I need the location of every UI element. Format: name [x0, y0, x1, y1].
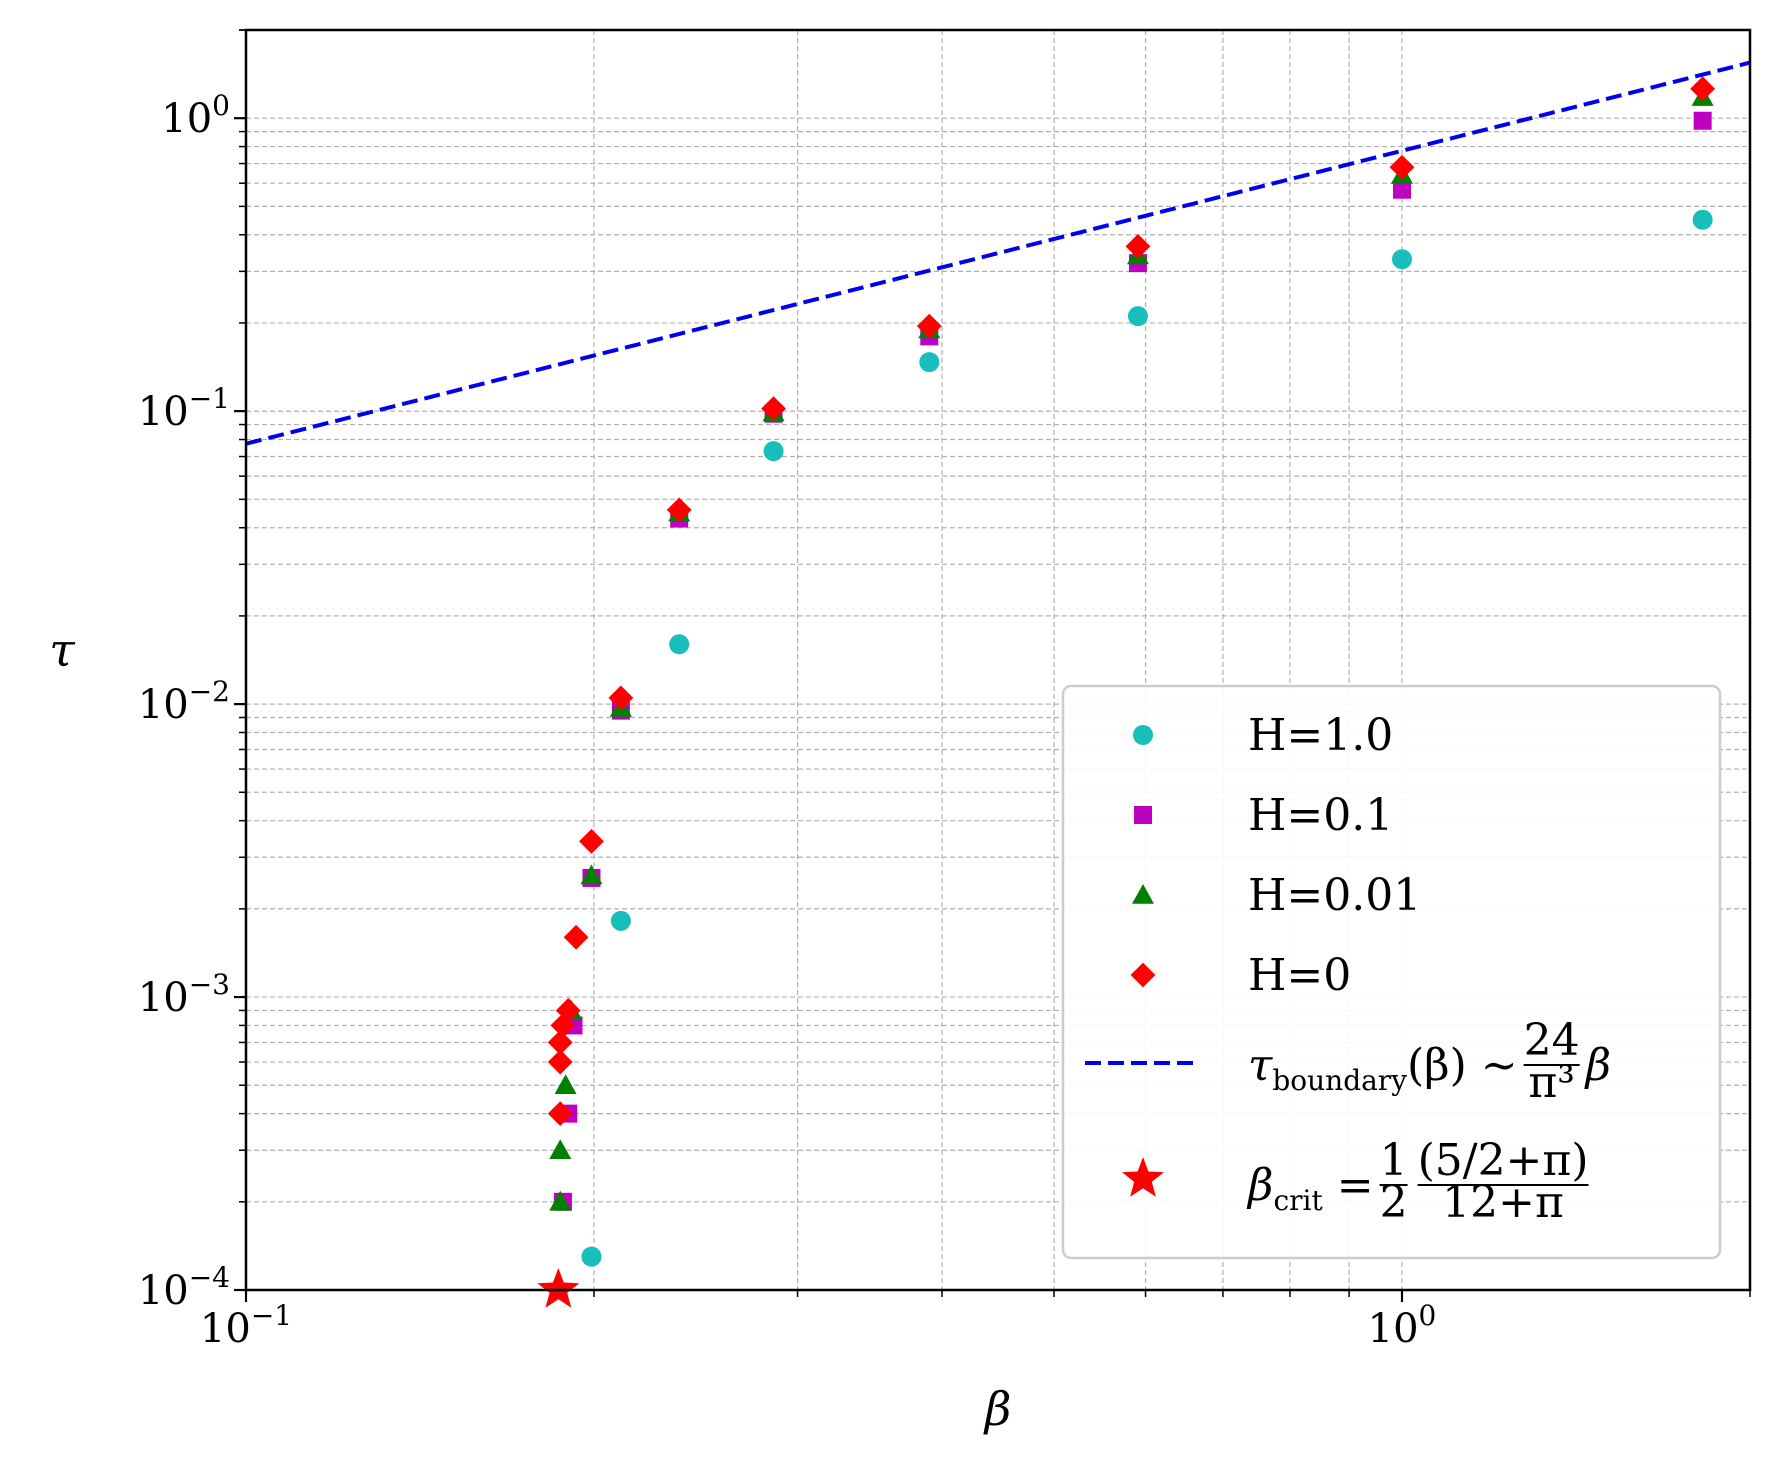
y-tick-label: 10−4	[138, 1261, 230, 1314]
point-h-0	[579, 828, 604, 854]
legend-label-formula: τboundary(β) ∼	[1248, 1040, 1518, 1097]
legend-label-formula: βcrit =	[1246, 1160, 1374, 1217]
point-h-0	[666, 497, 692, 523]
legend-marker-star	[1122, 1157, 1164, 1197]
beta-crit-star	[537, 1268, 580, 1308]
y-tick-label: 100	[161, 89, 230, 142]
point-h-0	[1690, 76, 1716, 102]
plot-frame	[244, 28, 1752, 1292]
legend-label: H=0	[1248, 950, 1351, 1001]
point-h-0	[563, 924, 589, 950]
legend-label: H=0.1	[1248, 790, 1393, 841]
point-h-0	[547, 1101, 573, 1127]
point-h-0	[555, 998, 581, 1023]
boundary-line-layer	[245, 60, 1751, 446]
legend-frac-num: 24	[1524, 1015, 1580, 1066]
y-tick-label: 10−1	[138, 382, 230, 435]
point-h-0-1	[1393, 180, 1412, 199]
point-h-0-1	[1693, 111, 1712, 130]
x-tick-label: 10−1	[200, 1299, 292, 1352]
point-h-0-01	[549, 1139, 572, 1160]
markers-layer	[537, 76, 1716, 1308]
point-h-1-0	[1127, 306, 1148, 327]
y-axis-label: τ	[49, 623, 76, 677]
legend-marker-triangle	[1132, 884, 1154, 904]
point-h-0	[608, 685, 634, 711]
x-axis-label: β	[983, 1382, 1012, 1436]
point-h-0	[547, 1049, 573, 1075]
point-h-0	[1389, 154, 1415, 180]
point-h-1-0	[669, 634, 690, 655]
point-h-0-01	[549, 1190, 572, 1211]
point-h-0	[1125, 234, 1151, 259]
legend-label: H=1.0	[1248, 710, 1393, 761]
point-h-0-01	[580, 864, 603, 885]
legend-marker-square	[1134, 806, 1152, 824]
tick-labels: 10−4 10−3 10−2 10−1 100 10−1 100	[138, 89, 1437, 1352]
legend-marker-circle	[1133, 725, 1153, 745]
ticks	[234, 29, 1751, 1302]
point-h-1-0	[919, 352, 940, 373]
y-tick-label: 10−3	[138, 968, 230, 1021]
point-h-1-0	[1392, 249, 1413, 270]
y-tick-label: 10−2	[138, 675, 230, 728]
legend-label: H=0.01	[1248, 870, 1421, 921]
point-h-0	[916, 313, 942, 339]
boundary-line	[245, 60, 1751, 446]
x-tick-label: 100	[1368, 1299, 1437, 1352]
legend-marker-diamond	[1130, 962, 1156, 988]
point-h-0-01	[554, 1074, 577, 1095]
legend-frac-num: 1	[1380, 1135, 1408, 1186]
legend-box	[1061, 684, 1722, 1260]
legend-frac-num: (5/2+π)	[1418, 1135, 1589, 1186]
point-h-1-0	[763, 441, 784, 462]
point-h-1-0	[581, 1246, 602, 1267]
point-h-0	[761, 396, 786, 422]
point-h-0	[547, 1030, 573, 1055]
legend-label-tail: β	[1584, 1040, 1611, 1091]
point-h-1-0	[610, 910, 631, 931]
point-h-1-0	[1692, 209, 1713, 230]
